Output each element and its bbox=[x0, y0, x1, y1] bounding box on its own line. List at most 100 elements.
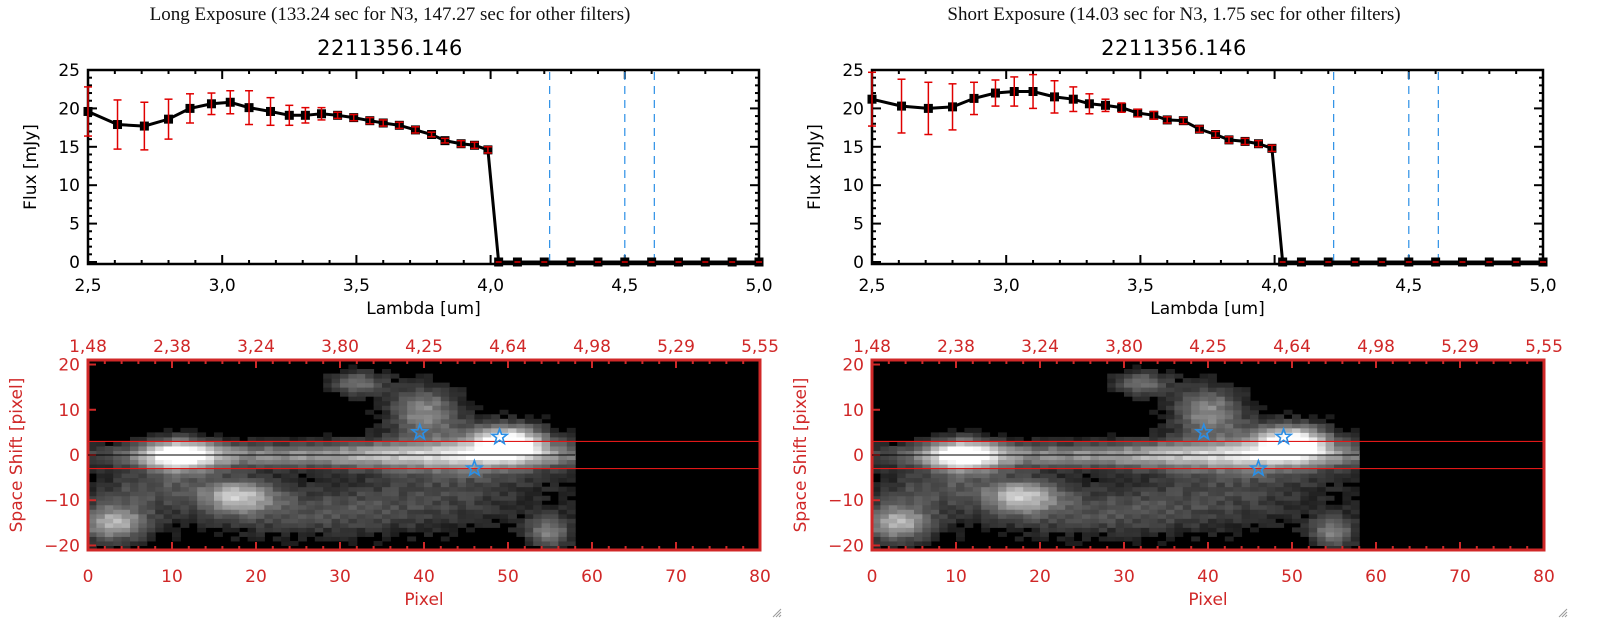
image-pixel bbox=[905, 491, 915, 497]
image-pixel bbox=[1233, 409, 1243, 415]
image-pixel bbox=[1275, 418, 1285, 424]
image-pixel bbox=[331, 378, 341, 384]
image-pixel bbox=[239, 441, 249, 447]
image-pixel bbox=[1140, 464, 1150, 470]
image-pixel bbox=[905, 464, 915, 470]
image-pixel bbox=[524, 495, 534, 501]
image-pixel bbox=[897, 513, 907, 519]
image-pixel bbox=[1300, 509, 1310, 515]
image-pixel bbox=[365, 432, 375, 438]
image-pixel bbox=[905, 500, 915, 506]
image-pixel bbox=[1031, 441, 1041, 447]
image-pixel bbox=[1258, 441, 1268, 447]
image-pixel bbox=[398, 409, 408, 415]
image-pixel bbox=[1115, 518, 1125, 524]
image-pixel bbox=[499, 477, 509, 483]
image-pixel bbox=[998, 445, 1007, 451]
image-pixel bbox=[272, 491, 282, 497]
image-pixel bbox=[1132, 391, 1142, 397]
image-pixel bbox=[1132, 536, 1142, 542]
image-pixel bbox=[390, 445, 400, 451]
image-pixel bbox=[872, 459, 881, 465]
image-pixel bbox=[1182, 418, 1192, 424]
image-pixel bbox=[1233, 391, 1243, 397]
source-star-icon bbox=[409, 422, 430, 441]
image-pixel bbox=[1023, 486, 1033, 492]
image-pixel bbox=[96, 495, 106, 501]
resize-grip-icon[interactable] bbox=[770, 606, 782, 618]
image-pixel bbox=[306, 445, 316, 451]
image-pixel bbox=[1300, 500, 1310, 506]
image-pixel bbox=[424, 486, 433, 492]
image-pixel bbox=[1073, 441, 1083, 447]
image-pixel bbox=[214, 450, 223, 456]
image-pixel bbox=[121, 518, 131, 524]
image-pixel bbox=[1082, 522, 1091, 528]
image-pixel bbox=[1208, 518, 1217, 524]
image-pixel bbox=[981, 464, 991, 470]
x-tick-label: 20 bbox=[1029, 567, 1051, 587]
image-pixel bbox=[1065, 536, 1075, 542]
image-pixel bbox=[407, 495, 417, 501]
image-pixel bbox=[1124, 473, 1133, 479]
image-pixel bbox=[214, 445, 223, 451]
image-pixel bbox=[457, 486, 467, 492]
image-pixel bbox=[424, 473, 433, 479]
image-pixel bbox=[524, 441, 534, 447]
image-pixel bbox=[1149, 455, 1159, 461]
image-pixel bbox=[1048, 473, 1058, 479]
image-pixel bbox=[1132, 445, 1142, 451]
image-pixel bbox=[1040, 450, 1049, 456]
x-tick-label: 3,5 bbox=[343, 276, 370, 296]
image-pixel bbox=[390, 423, 400, 429]
image-pixel bbox=[533, 459, 543, 465]
image-pixel bbox=[998, 432, 1007, 438]
image-pixel bbox=[1216, 387, 1226, 393]
image-pixel bbox=[457, 500, 467, 506]
image-pixel bbox=[1124, 477, 1133, 483]
image-pixel bbox=[440, 418, 450, 424]
image-pixel bbox=[281, 500, 291, 506]
image-pixel bbox=[96, 518, 106, 524]
image-pixel bbox=[365, 441, 375, 447]
image-pixel bbox=[956, 536, 965, 542]
image-pixel bbox=[130, 495, 139, 501]
image-pixel bbox=[1056, 450, 1066, 456]
image-pixel bbox=[1266, 500, 1276, 506]
image-pixel bbox=[298, 531, 307, 537]
image-pixel bbox=[1191, 477, 1201, 483]
image-pixel bbox=[96, 441, 106, 447]
image-pixel bbox=[289, 504, 299, 510]
image-pixel bbox=[550, 468, 559, 474]
image-pixel bbox=[390, 450, 400, 456]
resize-grip-icon[interactable] bbox=[1556, 606, 1568, 618]
image-pixel bbox=[239, 518, 249, 524]
image-pixel bbox=[340, 522, 349, 528]
image-pixel bbox=[1040, 445, 1049, 451]
image-pixel bbox=[88, 486, 97, 492]
image-pixel bbox=[1014, 522, 1024, 528]
image-pixel bbox=[1199, 387, 1209, 393]
image-pixel bbox=[264, 473, 274, 479]
image-pixel bbox=[466, 473, 475, 479]
image-pixel bbox=[508, 509, 517, 515]
image-pixel bbox=[415, 468, 425, 474]
image-pixel bbox=[872, 513, 881, 519]
image-pixel bbox=[1107, 378, 1117, 384]
image-pixel bbox=[466, 432, 475, 438]
image-pixel bbox=[888, 491, 898, 497]
image-pixel bbox=[939, 486, 949, 492]
image-pixel bbox=[415, 427, 425, 433]
image-pixel bbox=[1241, 409, 1251, 415]
source-star-icon bbox=[489, 426, 510, 446]
image-pixel bbox=[398, 491, 408, 497]
image-pixel bbox=[1199, 391, 1209, 397]
image-pixel bbox=[113, 540, 123, 546]
image-pixel bbox=[1300, 427, 1310, 433]
image-pixel bbox=[306, 436, 316, 442]
image-pixel bbox=[1115, 445, 1125, 451]
image-pixel bbox=[1266, 450, 1276, 456]
image-pixel bbox=[1275, 509, 1285, 515]
image-pixel bbox=[449, 432, 459, 438]
